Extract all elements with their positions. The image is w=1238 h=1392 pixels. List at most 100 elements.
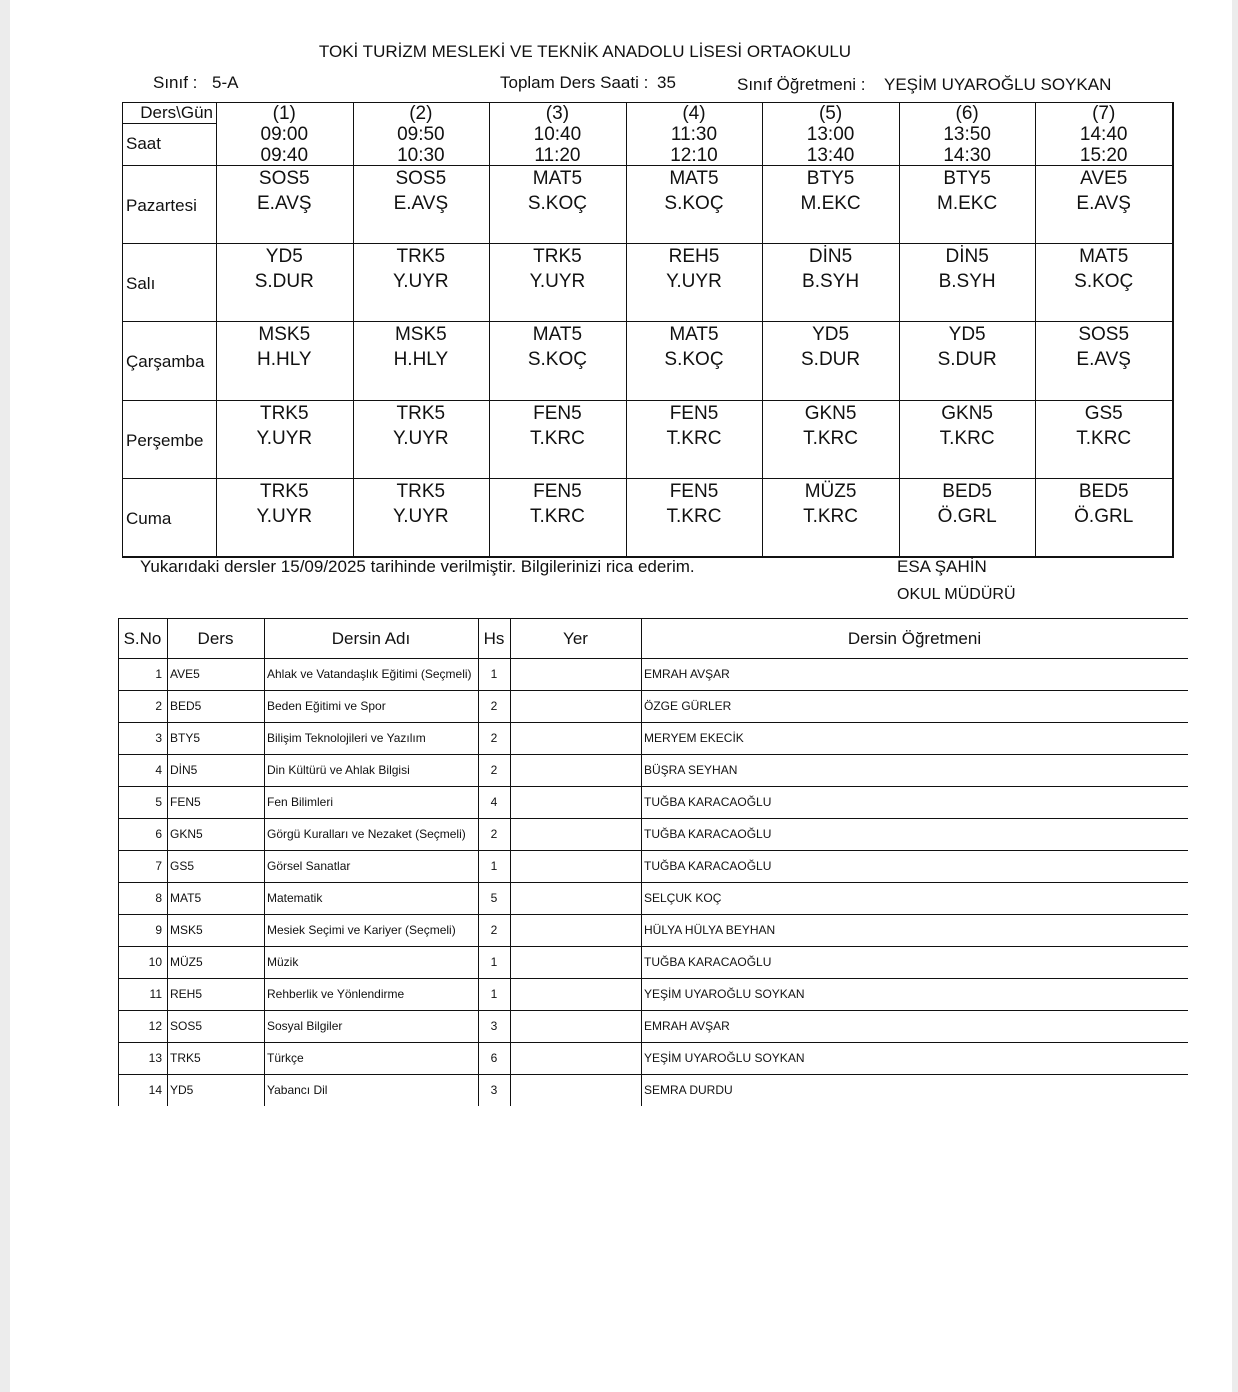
list-cell [118, 786, 167, 818]
list-no: 4 [155, 763, 162, 777]
list-cell [118, 946, 167, 978]
list-no: 11 [149, 987, 162, 1001]
lesson-teacher: T.KRC [666, 427, 722, 449]
list-no: 5 [155, 795, 162, 809]
lesson-code: BED5 [942, 480, 992, 502]
list-name: Din Kültürü ve Ahlak Bilgisi [267, 763, 410, 777]
list-cell [264, 690, 478, 722]
period-end: 09:40 [260, 145, 309, 166]
list-cell [478, 914, 510, 946]
list-cell [478, 658, 510, 690]
lesson-cell [625, 477, 763, 556]
list-hours: 2 [490, 923, 498, 937]
list-teacher: YEŞİM UYAROĞLU SOYKAN [644, 987, 805, 1001]
lesson-code: GKN5 [804, 402, 857, 424]
list-name: Fen Bilimleri [267, 795, 334, 809]
lesson-code: DİN5 [945, 246, 989, 268]
lesson-teacher: T.KRC [803, 427, 859, 449]
lesson-teacher: E.AVŞ [1076, 193, 1131, 214]
lesson-cell [489, 477, 626, 556]
lesson-code: BED5 [1078, 480, 1129, 502]
lesson-cell [762, 477, 899, 556]
lesson-cell [352, 165, 490, 244]
list-teacher: TUĞBA KARACAOĞLU [644, 795, 772, 809]
list-cell [167, 786, 264, 818]
list-cell [641, 658, 1188, 690]
lesson-cell [216, 477, 353, 556]
list-cell [478, 722, 510, 754]
list-header-cell [264, 618, 478, 658]
list-no: 14 [148, 1083, 162, 1097]
list-cell [641, 1010, 1188, 1042]
list-header-cell [167, 618, 264, 658]
lesson-teacher: B.SYH [802, 271, 860, 293]
lesson-cell [898, 477, 1036, 556]
list-cell [118, 1074, 167, 1106]
lesson-cell [898, 243, 1036, 322]
period-end: 10:30 [397, 145, 445, 166]
corner-cell [122, 102, 216, 123]
list-cell [118, 818, 167, 850]
list-cell [510, 1074, 641, 1106]
list-cell [641, 786, 1188, 818]
lesson-code: MSK5 [258, 324, 311, 346]
lesson-cell [625, 165, 763, 244]
list-no: 3 [155, 731, 162, 745]
lesson-code: FEN5 [669, 402, 719, 424]
list-cell [264, 786, 478, 818]
lesson-teacher: T.KRC [939, 427, 995, 449]
signer-name: ESA ŞAHİN [897, 557, 987, 576]
lesson-cell [489, 321, 626, 400]
list-cell [264, 1074, 478, 1106]
lesson-cell [1035, 243, 1172, 322]
list-cell [478, 754, 510, 786]
lesson-teacher: S.DUR [937, 349, 997, 371]
list-cell [510, 690, 641, 722]
list-cell [641, 754, 1188, 786]
hours-value: 35 [657, 73, 676, 92]
lesson-cell [625, 321, 763, 400]
list-code: MSK5 [170, 923, 203, 937]
list-name: Beden Eğitimi ve Spor [267, 699, 386, 713]
list-code: BED5 [170, 699, 202, 713]
list-no: 1 [155, 667, 162, 681]
time-label: Saat [126, 134, 161, 153]
signer-title: OKUL MÜDÜRÜ [897, 586, 1016, 603]
list-hours: 1 [490, 987, 498, 1001]
lesson-code: BTY5 [943, 168, 991, 189]
period-number: (4) [682, 103, 706, 124]
list-teacher: ÖZGE GÜRLER [644, 699, 732, 713]
list-cell [510, 850, 641, 882]
list-no: 7 [155, 859, 162, 873]
list-teacher: SEMRA DURDU [644, 1083, 733, 1097]
period-cell [898, 102, 1036, 165]
lesson-teacher: E.AVŞ [1076, 349, 1131, 371]
list-hours: 2 [490, 763, 498, 777]
lesson-cell [625, 399, 763, 478]
time-label-cell [122, 123, 216, 165]
period-start: 09:00 [260, 124, 309, 145]
list-hours: 2 [490, 827, 498, 841]
lesson-code: YD5 [948, 324, 986, 346]
list-cell [641, 1074, 1188, 1106]
lesson-cell [489, 165, 626, 244]
corner-label: Ders\Gün [140, 103, 213, 122]
list-teacher: BÜŞRA SEYHAN [644, 763, 738, 777]
lesson-cell [352, 243, 490, 322]
period-end: 12:10 [670, 145, 718, 166]
lesson-teacher: T.KRC [529, 427, 585, 449]
list-name: Görgü Kuralları ve Nezaket (Seçmeli) [267, 827, 466, 841]
list-header-cell [510, 618, 641, 658]
list-name: Müzik [267, 955, 299, 969]
lesson-code: TRK5 [259, 402, 309, 424]
lesson-teacher: S.KOÇ [664, 193, 724, 214]
lesson-teacher: Y.UYR [393, 505, 449, 527]
list-cell [478, 978, 510, 1010]
list-cell [510, 658, 641, 690]
lesson-cell [216, 321, 353, 400]
list-cell [510, 946, 641, 978]
period-number: (1) [272, 103, 296, 124]
day-name: Çarşamba [126, 352, 205, 372]
